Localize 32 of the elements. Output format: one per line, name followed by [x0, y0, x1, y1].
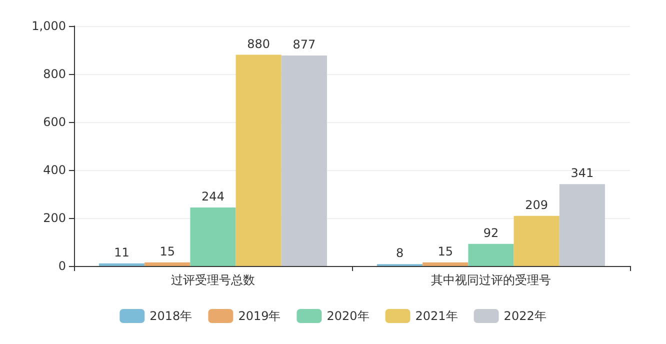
y-tick-label: 200 [43, 211, 66, 225]
y-tick-label: 1,000 [32, 19, 66, 33]
legend-label: 2020年 [326, 309, 370, 323]
x-tick-label: 其中视同过评的受理号 [431, 273, 551, 287]
data-label: 15 [160, 244, 176, 258]
data-label: 880 [247, 36, 270, 51]
y-tick-label: 0 [58, 259, 66, 273]
bar [99, 263, 145, 266]
bar [468, 244, 514, 266]
data-label: 209 [525, 198, 548, 212]
legend-label: 2018年 [150, 309, 192, 323]
legend-label: 2022年 [504, 309, 546, 323]
data-label: 341 [570, 166, 594, 180]
data-label: 15 [438, 244, 454, 258]
y-tick-label: 600 [43, 115, 66, 129]
legend-label: 2021年 [415, 309, 458, 323]
bar [190, 207, 236, 266]
bar [514, 216, 560, 266]
bar [144, 262, 190, 266]
data-label: 92 [483, 226, 499, 240]
x-tick-label: 过评受理号总数 [171, 273, 255, 287]
y-tick-label: 800 [43, 67, 66, 81]
bar [281, 56, 327, 266]
bar [559, 184, 605, 266]
y-tick-label: 400 [43, 163, 66, 177]
data-label: 244 [202, 189, 224, 204]
data-label: 11 [114, 245, 130, 260]
bar [236, 54, 282, 266]
legend-label: 2019年 [238, 309, 281, 323]
data-label: 8 [396, 246, 404, 260]
data-label: 877 [292, 38, 316, 52]
bar [422, 262, 468, 266]
